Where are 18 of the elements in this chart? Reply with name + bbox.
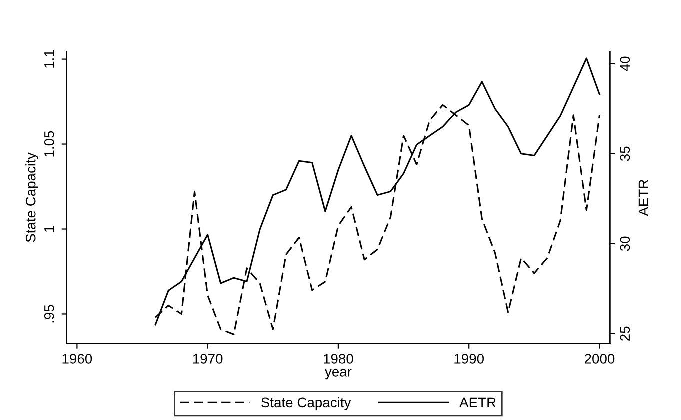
legend-label: State Capacity (262, 397, 352, 410)
x-tick-label: 1980 (324, 354, 354, 364)
y2-tick-label: 25 (620, 326, 630, 341)
x-tick-label: 2000 (584, 354, 615, 364)
y-tick-label: 1.05 (44, 131, 54, 157)
x-tick-label: 1960 (62, 354, 92, 364)
legend-label: AETR (460, 398, 496, 408)
y-axis-title: State Capacity (26, 152, 39, 242)
y2-tick-label: 40 (620, 56, 630, 72)
y-tick-label: 1 (44, 226, 54, 232)
y-tick-label: 1.1 (44, 50, 54, 68)
y2-tick-label: 30 (620, 236, 630, 252)
x-axis-title: year (324, 369, 352, 380)
y2-tick-label: 35 (620, 146, 630, 162)
y-tick-label: .95 (44, 305, 54, 323)
x-tick-label: 1990 (454, 354, 484, 364)
y2-axis-title: AETR (638, 180, 648, 216)
x-tick-label: 1970 (193, 354, 223, 364)
